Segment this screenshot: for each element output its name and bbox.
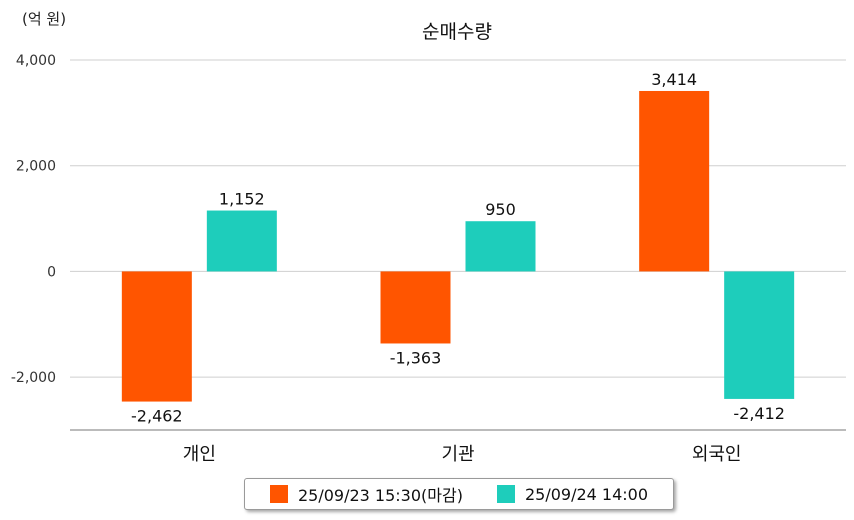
grid-lines bbox=[70, 59, 846, 378]
bar-series-2[interactable] bbox=[465, 221, 536, 272]
x-axis-ticks: 개인 기관 외국인 bbox=[183, 444, 742, 465]
y-tick-label: 0 bbox=[47, 264, 56, 280]
y-tick-label: 4,000 bbox=[16, 53, 56, 69]
bar-value-label: -2,412 bbox=[733, 404, 785, 423]
x-tick-label: 기관 bbox=[441, 444, 474, 465]
legend-label-series-1: 25/09/23 15:30(마감) bbox=[297, 486, 463, 505]
bar-series-2[interactable] bbox=[724, 271, 795, 399]
bar-series-1[interactable] bbox=[639, 90, 710, 272]
legend-item-series-1[interactable]: 25/09/23 15:30(마감) bbox=[269, 482, 463, 506]
bar-value-label: -2,462 bbox=[131, 407, 183, 426]
bar-series-1[interactable] bbox=[380, 271, 451, 344]
unit-label: (억 원) bbox=[22, 10, 66, 28]
x-tick-label: 개인 bbox=[183, 444, 216, 465]
bar-value-label: 3,414 bbox=[651, 70, 697, 89]
bar-value-label: -1,363 bbox=[390, 348, 442, 367]
legend-swatch-series-2 bbox=[496, 485, 515, 503]
legend-label-series-2: 25/09/24 14:00 bbox=[524, 484, 649, 504]
y-axis-ticks: 4,000 2,000 0 -2,000 bbox=[11, 53, 56, 386]
legend: 25/09/23 15:30(마감) 25/09/24 14:00 bbox=[244, 478, 674, 510]
legend-item-series-2[interactable]: 25/09/24 14:00 bbox=[496, 484, 649, 504]
y-tick-label: 2,000 bbox=[16, 159, 56, 175]
bar-value-label: 950 bbox=[485, 200, 516, 219]
x-tick-label: 외국인 bbox=[692, 444, 742, 465]
bar-series-2[interactable] bbox=[206, 210, 277, 272]
bars bbox=[121, 90, 795, 402]
bar-series-1[interactable] bbox=[121, 271, 192, 402]
bar-value-label: 1,152 bbox=[219, 190, 265, 209]
chart-title: 순매수량 bbox=[422, 21, 492, 43]
y-tick-label: -2,000 bbox=[11, 370, 56, 386]
legend-swatch-series-1 bbox=[269, 485, 288, 503]
bar-labels: -2,462 1,152 -1,363 950 3,414 -2,412 bbox=[131, 70, 785, 426]
